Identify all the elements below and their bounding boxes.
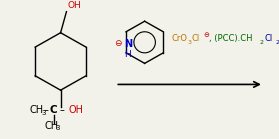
Text: Cl: Cl	[265, 34, 273, 43]
Text: ⊖: ⊖	[114, 39, 122, 48]
Text: C: C	[50, 105, 57, 115]
Text: CrO: CrO	[171, 34, 187, 43]
Text: ⊖: ⊖	[203, 33, 209, 39]
Text: –: –	[59, 105, 64, 115]
Text: , (PCC).CH: , (PCC).CH	[209, 34, 253, 43]
Text: 2: 2	[276, 40, 279, 45]
Text: OH: OH	[68, 1, 81, 10]
Text: 2: 2	[260, 40, 264, 45]
Text: 3: 3	[56, 126, 60, 131]
Text: CH: CH	[45, 121, 59, 131]
Text: –: –	[44, 105, 48, 115]
Text: OH: OH	[68, 105, 83, 115]
Text: H: H	[125, 50, 131, 59]
Text: CH: CH	[29, 105, 44, 115]
Text: 3: 3	[41, 110, 45, 116]
Text: N: N	[124, 39, 132, 49]
Text: 3: 3	[188, 40, 192, 45]
Text: Cl: Cl	[192, 34, 200, 43]
